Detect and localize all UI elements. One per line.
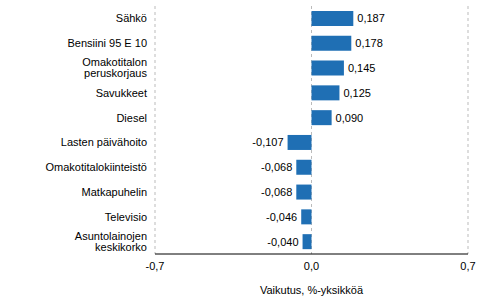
svg-text:-0,107: -0,107 — [252, 136, 283, 148]
svg-text:Televisio: Televisio — [105, 211, 147, 223]
svg-text:-0,040: -0,040 — [267, 236, 298, 248]
svg-text:Sähkö: Sähkö — [116, 12, 147, 24]
svg-text:-0,068: -0,068 — [261, 161, 292, 173]
svg-text:Diesel: Diesel — [116, 112, 147, 124]
svg-text:Asuntolainojenkeskikorko: Asuntolainojenkeskikorko — [75, 230, 147, 253]
svg-text:0,090: 0,090 — [336, 112, 364, 124]
svg-text:Savukkeet: Savukkeet — [96, 87, 147, 99]
svg-text:-0,046: -0,046 — [266, 211, 297, 223]
svg-text:Omakotitalokiinteistö: Omakotitalokiinteistö — [46, 161, 148, 173]
svg-text:0,0: 0,0 — [304, 260, 319, 272]
svg-text:0,178: 0,178 — [355, 37, 383, 49]
svg-text:Lasten päivähoito: Lasten päivähoito — [61, 136, 147, 148]
svg-text:0,125: 0,125 — [343, 87, 371, 99]
svg-text:Bensiini 95 E 10: Bensiini 95 E 10 — [68, 37, 148, 49]
svg-text:Matkapuhelin: Matkapuhelin — [82, 186, 147, 198]
svg-text:0,7: 0,7 — [460, 260, 475, 272]
svg-text:0,187: 0,187 — [357, 12, 385, 24]
svg-text:-0,7: -0,7 — [146, 260, 165, 272]
svg-text:Omakotitalonperuskorjaus: Omakotitalonperuskorjaus — [82, 56, 147, 79]
svg-text:Vaikutus, %-yksikköä: Vaikutus, %-yksikköä — [260, 284, 364, 296]
svg-text:-0,068: -0,068 — [261, 186, 292, 198]
svg-text:0,145: 0,145 — [348, 62, 376, 74]
